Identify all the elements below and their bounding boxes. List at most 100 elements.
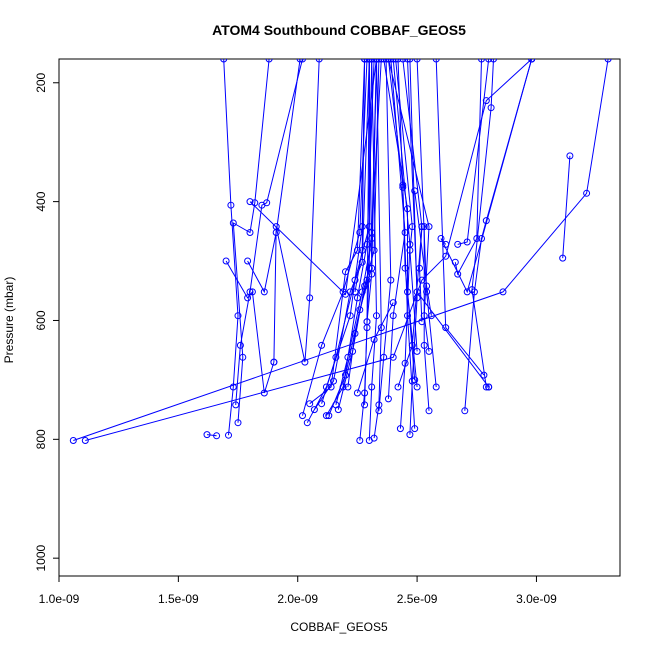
series-line <box>337 59 380 410</box>
data-point <box>310 406 318 414</box>
x-tick-label: 1.0e-09 <box>39 592 80 606</box>
data-point <box>482 97 490 105</box>
data-point <box>380 59 388 63</box>
data-point <box>303 419 311 427</box>
data-point <box>213 432 221 440</box>
data-point <box>368 59 376 63</box>
data-point <box>604 59 612 63</box>
data-point <box>566 152 574 160</box>
data-point <box>334 406 342 414</box>
series-line <box>273 59 320 363</box>
series-line <box>366 59 370 322</box>
y-tick-label: 600 <box>34 310 48 330</box>
data-point <box>413 383 421 391</box>
series-line <box>435 59 485 376</box>
series-line <box>378 59 392 411</box>
data-point <box>244 294 252 302</box>
data-point <box>389 59 397 63</box>
data-point <box>451 258 459 266</box>
data-point <box>387 276 395 284</box>
series-line <box>85 59 533 441</box>
series-line <box>409 59 418 435</box>
data-point <box>270 358 278 366</box>
data-point <box>418 276 426 284</box>
data-point <box>368 383 376 391</box>
data-point <box>425 347 433 355</box>
series-23 <box>365 59 380 444</box>
data-point <box>384 395 392 403</box>
data-point <box>413 59 421 63</box>
series-line <box>464 59 533 411</box>
x-axis-label: COBBAF_GEOS5 <box>290 620 388 634</box>
series-3 <box>559 152 574 262</box>
y-axis: 200 400 600 800 1000 <box>34 72 60 572</box>
y-tick-label: 400 <box>34 191 48 211</box>
data-point <box>482 217 490 225</box>
data-point <box>234 419 242 427</box>
data-point <box>260 389 268 397</box>
data-point <box>301 358 309 366</box>
data-point <box>490 59 497 63</box>
data-point <box>583 189 591 197</box>
series-40 <box>454 59 493 248</box>
data-point <box>351 288 359 296</box>
data-point <box>392 59 400 63</box>
data-point <box>370 59 378 63</box>
series-13 <box>306 59 369 408</box>
y-tick-label: 1000 <box>34 545 48 572</box>
data-point <box>248 288 256 296</box>
data-point <box>363 59 371 63</box>
data-point <box>420 312 428 320</box>
data-point <box>356 437 364 444</box>
data-point <box>353 389 361 397</box>
series-line <box>454 59 482 276</box>
series-44 <box>413 59 440 391</box>
data-point <box>470 288 478 296</box>
data-point <box>318 341 326 349</box>
data-point <box>396 425 404 433</box>
data-point <box>382 59 390 63</box>
series-line <box>395 59 418 352</box>
data-point <box>408 223 416 231</box>
chart-title: ATOM4 Southbound COBBAF_GEOS5 <box>212 22 466 38</box>
x-tick-label: 3.0e-09 <box>516 592 557 606</box>
data-point <box>411 425 419 433</box>
series-46 <box>394 223 426 391</box>
data-point <box>222 257 230 265</box>
series-line <box>373 59 382 439</box>
series-line <box>247 59 301 294</box>
data-point <box>296 59 304 63</box>
data-point <box>487 104 495 112</box>
series-0 <box>69 59 612 444</box>
data-point <box>370 434 378 442</box>
data-point <box>401 229 409 236</box>
series-line <box>383 59 416 380</box>
data-point <box>332 353 340 361</box>
data-point <box>389 312 397 320</box>
x-axis: 1.0e-09 1.5e-09 2.0e-09 2.5e-09 3.0e-09 <box>39 575 557 606</box>
data-point <box>387 59 395 63</box>
data-point <box>358 258 366 266</box>
data-point <box>425 223 433 231</box>
data-point <box>499 288 507 296</box>
series-line <box>235 59 303 405</box>
data-point <box>377 59 385 63</box>
data-point <box>342 268 349 276</box>
data-point <box>358 288 366 296</box>
series-45 <box>353 299 397 397</box>
data-point <box>454 270 462 278</box>
data-point <box>346 288 354 296</box>
data-point <box>394 383 402 391</box>
series-47 <box>351 59 369 296</box>
data-point <box>306 400 314 408</box>
series-42 <box>432 59 488 379</box>
plot-area <box>69 59 612 444</box>
data-point <box>220 59 228 63</box>
series-line <box>368 59 378 441</box>
data-point <box>454 240 462 248</box>
series-line <box>206 434 217 437</box>
plot-frame <box>58 58 621 577</box>
data-point <box>406 431 414 439</box>
data-point <box>399 59 407 63</box>
